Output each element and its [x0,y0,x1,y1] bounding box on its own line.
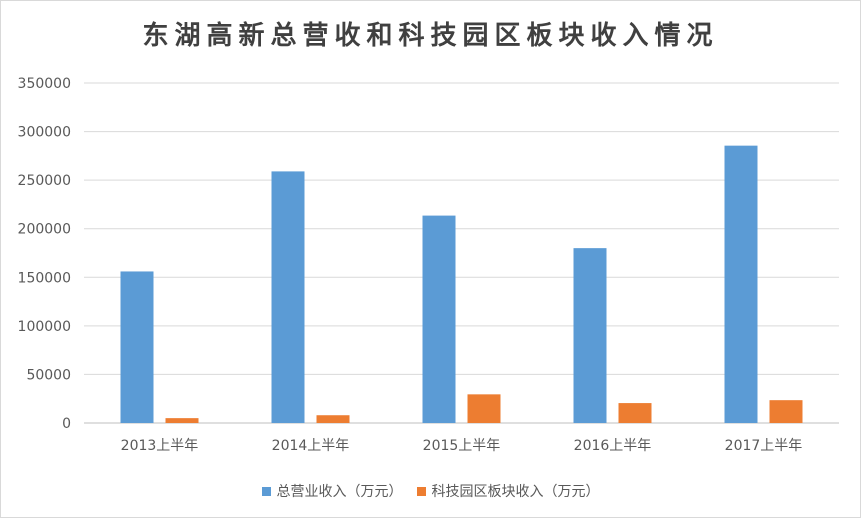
y-tick-label: 250000 [18,173,71,189]
bar-total-revenue [120,271,154,423]
x-tick-label: 2013上半年 [121,438,199,454]
bar-park-revenue [316,415,350,423]
x-tick-label: 2014上半年 [272,438,350,454]
x-tick-label: 2016上半年 [574,438,652,454]
legend-label-total-revenue: 总营业收入（万元） [276,484,403,500]
bar-park-revenue [165,418,199,423]
y-tick-label: 300000 [18,125,71,141]
legend-item-park-revenue: 科技园区板块收入（万元） [416,481,600,501]
y-tick-label: 100000 [18,319,71,335]
y-tick-label: 150000 [18,270,71,286]
y-tick-label: 50000 [26,367,71,383]
bar-total-revenue [271,171,305,423]
y-tick-label: 0 [62,416,71,432]
y-tick-label: 350000 [18,76,71,92]
legend-swatch-total-revenue [261,486,271,496]
chart-title: 东湖高新总营收和科技园区板块收入情况 [142,21,719,51]
y-tick-label: 200000 [18,222,71,238]
legend-swatch-park-revenue [416,486,426,496]
bar-park-revenue [769,400,803,423]
bar-total-revenue [573,248,607,423]
legend: 总营业收入（万元） 科技园区板块收入（万元） [1,481,860,501]
x-tick-label: 2017上半年 [725,438,803,454]
legend-item-total-revenue: 总营业收入（万元） [261,481,403,501]
legend-label-park-revenue: 科技园区板块收入（万元） [431,484,600,500]
bar-total-revenue [724,145,758,423]
bar-park-revenue [618,403,652,423]
x-tick-label: 2015上半年 [423,438,501,454]
bar-total-revenue [422,215,456,423]
bar-park-revenue [467,394,501,423]
